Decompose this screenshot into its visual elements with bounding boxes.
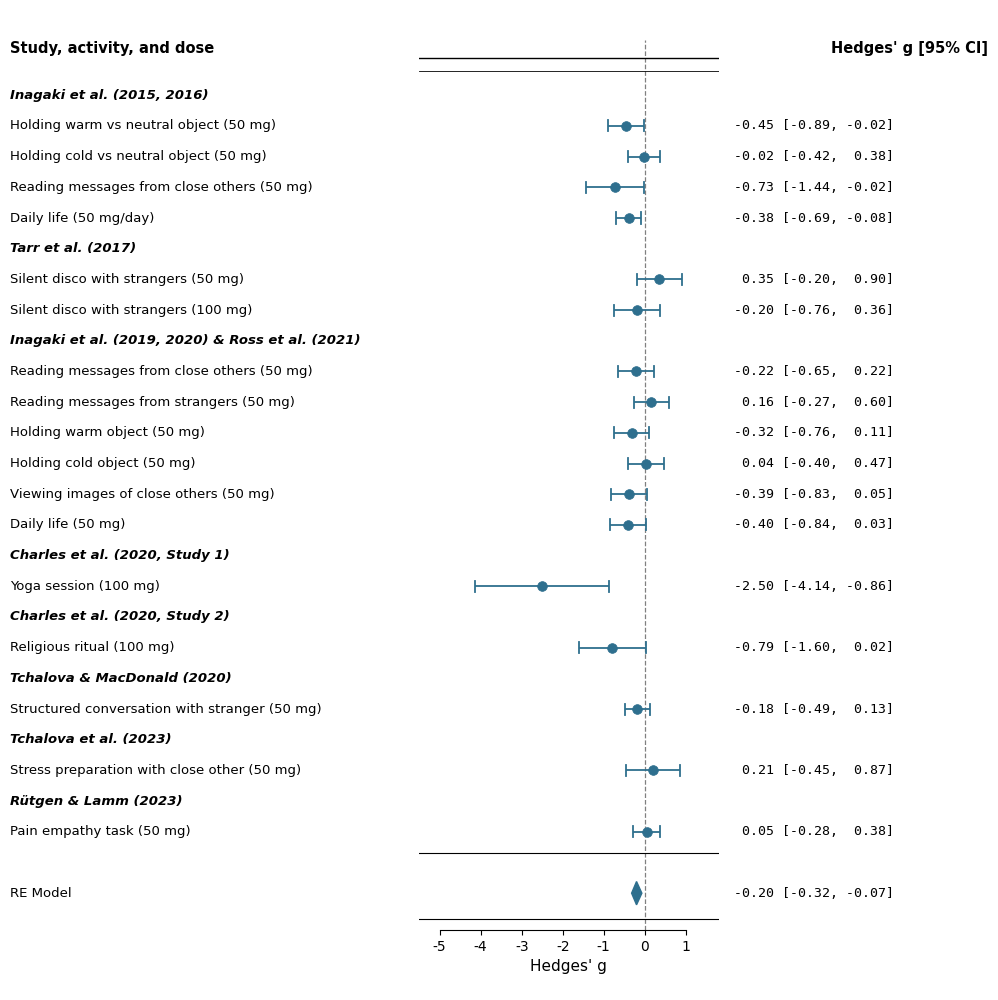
Text: Charles et al. (2020, Study 1): Charles et al. (2020, Study 1) xyxy=(10,549,230,562)
X-axis label: Hedges' g: Hedges' g xyxy=(530,959,608,974)
Text: Study, activity, and dose: Study, activity, and dose xyxy=(10,41,215,56)
Text: -0.20 [-0.76,  0.36]: -0.20 [-0.76, 0.36] xyxy=(734,304,893,317)
Text: Reading messages from strangers (50 mg): Reading messages from strangers (50 mg) xyxy=(10,396,294,409)
Text: 0.21 [-0.45,  0.87]: 0.21 [-0.45, 0.87] xyxy=(734,764,893,777)
Text: Pain empathy task (50 mg): Pain empathy task (50 mg) xyxy=(10,825,191,838)
Text: -0.45 [-0.89, -0.02]: -0.45 [-0.89, -0.02] xyxy=(734,119,893,132)
Text: Daily life (50 mg): Daily life (50 mg) xyxy=(10,518,126,531)
Text: -0.02 [-0.42,  0.38]: -0.02 [-0.42, 0.38] xyxy=(734,150,893,163)
Text: -0.39 [-0.83,  0.05]: -0.39 [-0.83, 0.05] xyxy=(734,488,893,501)
Text: Stress preparation with close other (50 mg): Stress preparation with close other (50 … xyxy=(10,764,301,777)
Text: 0.16 [-0.27,  0.60]: 0.16 [-0.27, 0.60] xyxy=(734,396,893,409)
Text: Holding cold object (50 mg): Holding cold object (50 mg) xyxy=(10,457,196,470)
Text: -0.79 [-1.60,  0.02]: -0.79 [-1.60, 0.02] xyxy=(734,641,893,654)
Text: Viewing images of close others (50 mg): Viewing images of close others (50 mg) xyxy=(10,488,274,501)
Text: 0.35 [-0.20,  0.90]: 0.35 [-0.20, 0.90] xyxy=(734,273,893,286)
Text: Tchalova et al. (2023): Tchalova et al. (2023) xyxy=(10,733,172,746)
Text: Charles et al. (2020, Study 2): Charles et al. (2020, Study 2) xyxy=(10,610,230,623)
Text: Silent disco with strangers (50 mg): Silent disco with strangers (50 mg) xyxy=(10,273,244,286)
Text: 0.05 [-0.28,  0.38]: 0.05 [-0.28, 0.38] xyxy=(734,825,893,838)
Text: -2.50 [-4.14, -0.86]: -2.50 [-4.14, -0.86] xyxy=(734,580,893,593)
Text: Religious ritual (100 mg): Religious ritual (100 mg) xyxy=(10,641,175,654)
Text: -0.20 [-0.32, -0.07]: -0.20 [-0.32, -0.07] xyxy=(734,887,893,900)
Text: -0.18 [-0.49,  0.13]: -0.18 [-0.49, 0.13] xyxy=(734,703,893,716)
Text: Structured conversation with stranger (50 mg): Structured conversation with stranger (5… xyxy=(10,703,321,716)
Text: Holding warm vs neutral object (50 mg): Holding warm vs neutral object (50 mg) xyxy=(10,119,276,132)
Text: -0.32 [-0.76,  0.11]: -0.32 [-0.76, 0.11] xyxy=(734,426,893,439)
Text: RE Model: RE Model xyxy=(10,887,72,900)
Text: -0.40 [-0.84,  0.03]: -0.40 [-0.84, 0.03] xyxy=(734,518,893,531)
Text: -0.38 [-0.69, -0.08]: -0.38 [-0.69, -0.08] xyxy=(734,212,893,225)
Text: Inagaki et al. (2019, 2020) & Ross et al. (2021): Inagaki et al. (2019, 2020) & Ross et al… xyxy=(10,334,360,347)
Text: -0.22 [-0.65,  0.22]: -0.22 [-0.65, 0.22] xyxy=(734,365,893,378)
Text: Inagaki et al. (2015, 2016): Inagaki et al. (2015, 2016) xyxy=(10,89,209,102)
Text: Tchalova & MacDonald (2020): Tchalova & MacDonald (2020) xyxy=(10,672,232,685)
Text: Silent disco with strangers (100 mg): Silent disco with strangers (100 mg) xyxy=(10,304,252,317)
Text: 0.04 [-0.40,  0.47]: 0.04 [-0.40, 0.47] xyxy=(734,457,893,470)
Text: Tarr et al. (2017): Tarr et al. (2017) xyxy=(10,242,136,255)
Text: Daily life (50 mg/day): Daily life (50 mg/day) xyxy=(10,212,155,225)
Text: Yoga session (100 mg): Yoga session (100 mg) xyxy=(10,580,160,593)
Text: Reading messages from close others (50 mg): Reading messages from close others (50 m… xyxy=(10,181,312,194)
Text: Holding cold vs neutral object (50 mg): Holding cold vs neutral object (50 mg) xyxy=(10,150,266,163)
Text: -0.73 [-1.44, -0.02]: -0.73 [-1.44, -0.02] xyxy=(734,181,893,194)
Polygon shape xyxy=(632,882,642,905)
Text: Hedges' g [95% CI]: Hedges' g [95% CI] xyxy=(831,41,988,56)
Text: Reading messages from close others (50 mg): Reading messages from close others (50 m… xyxy=(10,365,312,378)
Text: Holding warm object (50 mg): Holding warm object (50 mg) xyxy=(10,426,205,439)
Text: Rütgen & Lamm (2023): Rütgen & Lamm (2023) xyxy=(10,795,183,808)
